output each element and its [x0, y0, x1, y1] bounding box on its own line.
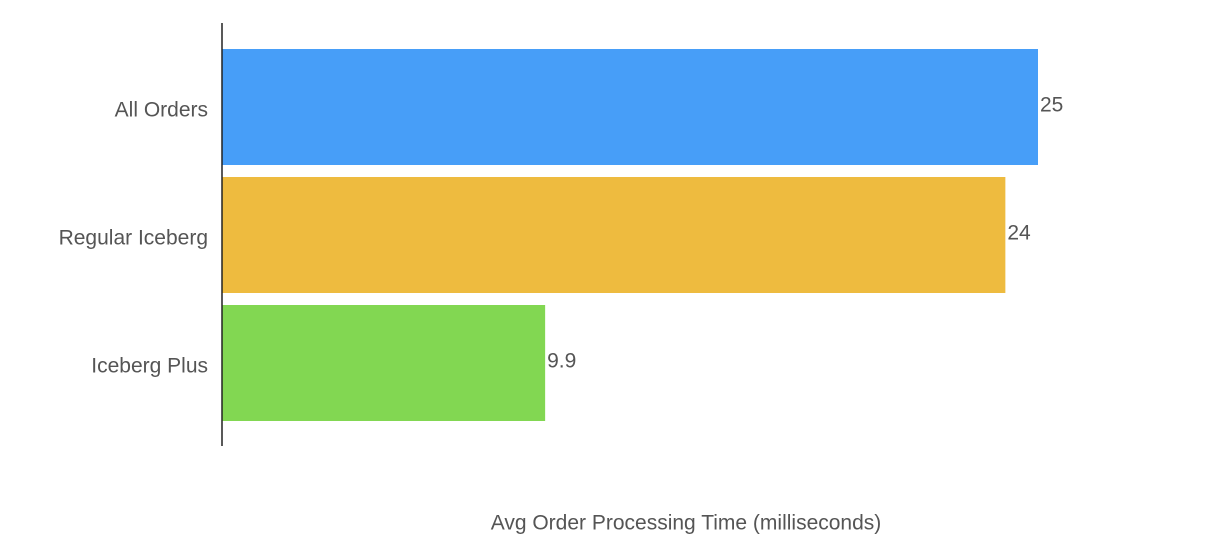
x-axis-label: Avg Order Processing Time (milliseconds): [491, 512, 882, 535]
y-tick-label: All Orders: [115, 99, 208, 122]
y-tick-label: Iceberg Plus: [91, 355, 208, 378]
y-tick-label: Regular Iceberg: [59, 227, 208, 250]
bar: [222, 49, 1038, 165]
value-label: 9.9: [547, 350, 576, 373]
value-label: 24: [1007, 222, 1031, 245]
bar: [222, 305, 546, 421]
bar: [222, 177, 1006, 293]
value-label: 25: [1040, 94, 1063, 117]
